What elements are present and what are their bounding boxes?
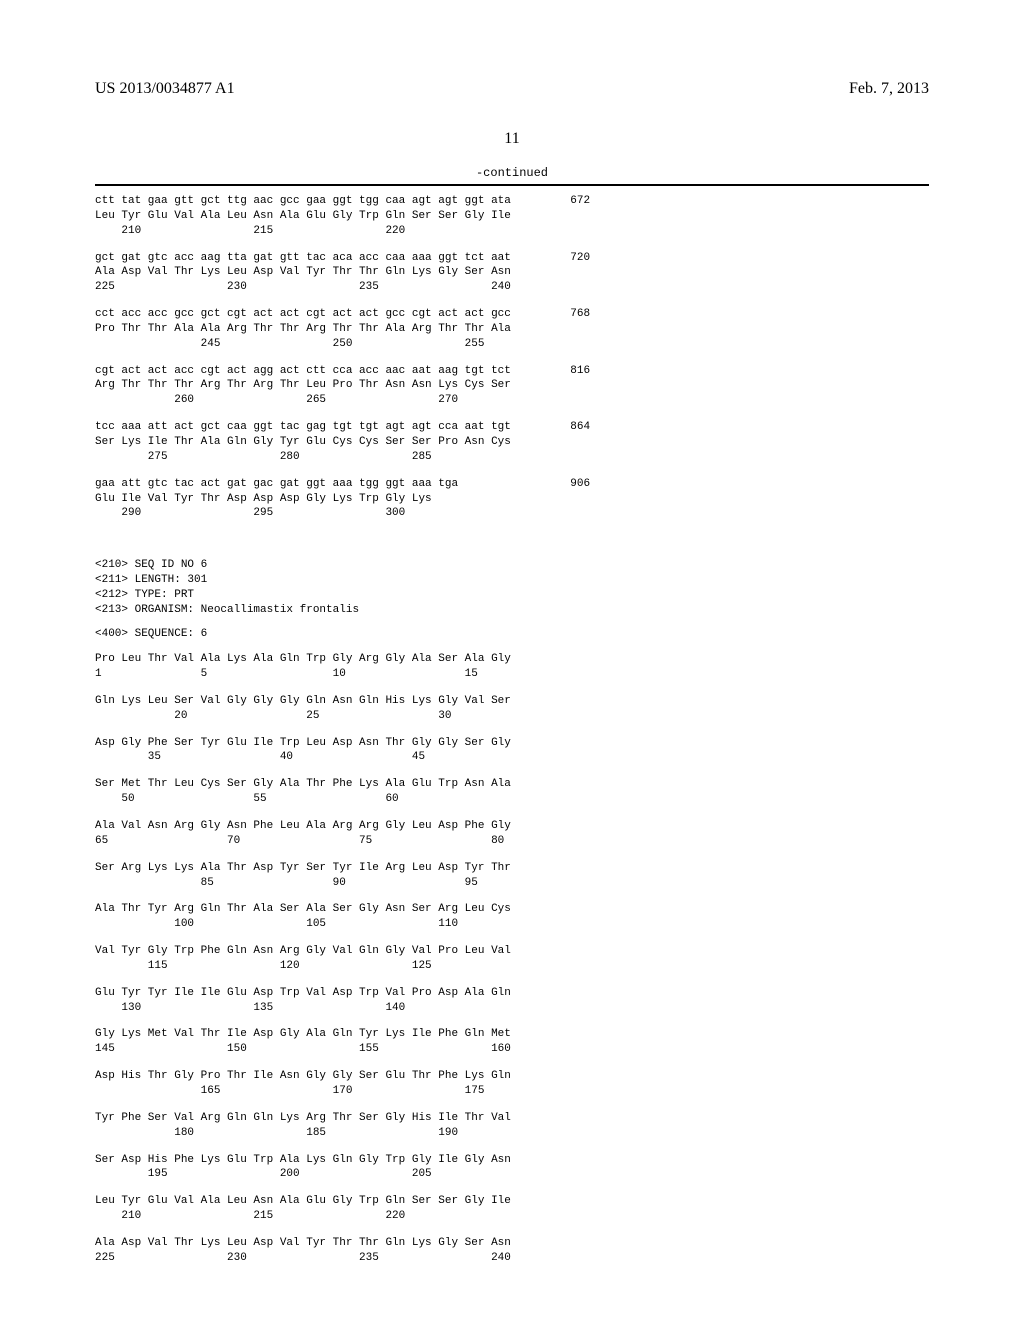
sequence-block: Asp Gly Phe Ser Tyr Glu Ile Trp Leu Asp … xyxy=(95,736,929,766)
sequence-block: Leu Tyr Glu Val Ala Leu Asn Ala Glu Gly … xyxy=(95,1194,929,1224)
page-header: US 2013/0034877 A1 Feb. 7, 2013 xyxy=(95,80,929,98)
sequence-block: Ala Asp Val Thr Lys Leu Asp Val Tyr Thr … xyxy=(95,1236,929,1266)
sequence-block: Gly Lys Met Val Thr Ile Asp Gly Ala Gln … xyxy=(95,1027,929,1057)
patent-page: US 2013/0034877 A1 Feb. 7, 2013 11 -cont… xyxy=(0,0,1024,1320)
sequence-block: Ser Arg Lys Lys Ala Thr Asp Tyr Ser Tyr … xyxy=(95,861,929,891)
publication-id: US 2013/0034877 A1 xyxy=(95,80,235,98)
sequence-metadata: <210> SEQ ID NO 6 <211> LENGTH: 301 <212… xyxy=(95,558,929,617)
sequence-block: Ala Val Asn Arg Gly Asn Phe Leu Ala Arg … xyxy=(95,819,929,849)
sequence-block: Val Tyr Gly Trp Phe Gln Asn Arg Gly Val … xyxy=(95,944,929,974)
sequence-block: Asp His Thr Gly Pro Thr Ile Asn Gly Gly … xyxy=(95,1069,929,1099)
sequence-separator xyxy=(95,533,929,548)
sequence-block: tcc aaa att act gct caa ggt tac gag tgt … xyxy=(95,420,929,465)
sequence-block: Ala Thr Tyr Arg Gln Thr Ala Ser Ala Ser … xyxy=(95,902,929,932)
sequence-block: Glu Tyr Tyr Ile Ile Glu Asp Trp Val Asp … xyxy=(95,986,929,1016)
sequence-block: ctt tat gaa gtt gct ttg aac gcc gaa ggt … xyxy=(95,194,929,239)
sequence-block: cgt act act acc cgt act agg act ctt cca … xyxy=(95,364,929,409)
continued-label: -continued xyxy=(95,166,929,180)
sequence-block: Gln Lys Leu Ser Val Gly Gly Gly Gln Asn … xyxy=(95,694,929,724)
sequence-block: Ser Asp His Phe Lys Glu Trp Ala Lys Gln … xyxy=(95,1153,929,1183)
sequence-block: cct acc acc gcc gct cgt act act cgt act … xyxy=(95,307,929,352)
sequence-listing: ctt tat gaa gtt gct ttg aac gcc gaa ggt … xyxy=(95,194,929,1266)
sequence-header: <400> SEQUENCE: 6 xyxy=(95,627,929,642)
sequence-block: Pro Leu Thr Val Ala Lys Ala Gln Trp Gly … xyxy=(95,652,929,682)
sequence-block: Tyr Phe Ser Val Arg Gln Gln Lys Arg Thr … xyxy=(95,1111,929,1141)
publication-date: Feb. 7, 2013 xyxy=(849,80,929,98)
sequence-block: gct gat gtc acc aag tta gat gtt tac aca … xyxy=(95,251,929,296)
page-number: 11 xyxy=(95,130,929,148)
sequence-block: gaa att gtc tac act gat gac gat ggt aaa … xyxy=(95,477,929,522)
sequence-block: Ser Met Thr Leu Cys Ser Gly Ala Thr Phe … xyxy=(95,777,929,807)
rule-top xyxy=(95,184,929,186)
